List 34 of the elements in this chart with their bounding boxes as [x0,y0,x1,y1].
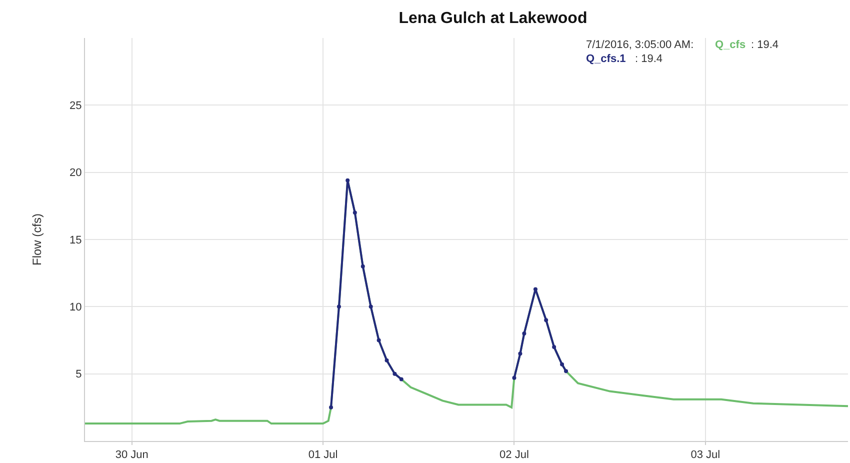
y-tick-label: 15 [70,234,82,246]
annotation: : 19.4 [635,53,663,65]
point [564,369,568,374]
point [560,362,564,366]
y-tick-label: 10 [70,302,82,314]
x-tick-label: 02 Jul [500,449,529,462]
x-tick-label: 03 Jul [690,449,720,462]
point [360,264,365,268]
point [512,376,516,380]
point [368,304,373,309]
y-tick-label: 5 [76,368,82,381]
chart-title: Lena Gulch at Lakewood [398,10,588,27]
y-tick-label: 20 [70,167,82,180]
point [392,372,397,376]
point [376,338,381,342]
point [552,344,556,349]
text: Q_cfs [715,39,746,51]
point [544,318,548,322]
point [346,178,350,182]
point [533,287,538,292]
y-tick-label: 25 [70,100,82,112]
point [384,358,389,362]
x-tick-label: 30 Jun [115,449,148,462]
x-tick-label: 01 Jul [308,449,338,462]
text: Q_cfs.1 [586,53,626,65]
annotation: : 19.4 [751,39,779,51]
point [522,332,526,336]
point [399,377,404,382]
point [336,304,341,309]
point [352,210,357,215]
annotation: 7/1/2016, 3:05:00 AM: [586,39,694,51]
y-axis-title: Flow (cfs) [30,214,44,266]
point [329,405,334,410]
point [518,352,522,356]
